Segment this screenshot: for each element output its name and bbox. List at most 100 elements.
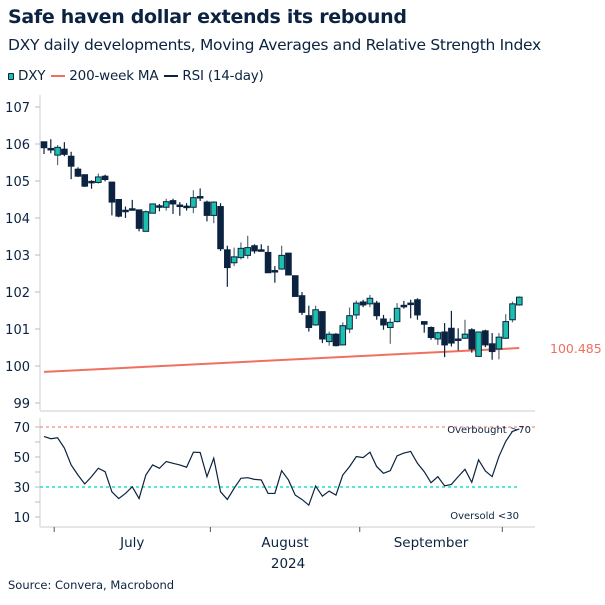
candle-bearish (359, 301, 367, 306)
candle-bearish (183, 205, 190, 209)
price-y-tick-label: 101 (5, 323, 30, 338)
candle-bearish (257, 249, 265, 252)
candle-bullish (244, 247, 251, 256)
candle-bullish (509, 303, 516, 321)
candle-bullish (346, 315, 353, 330)
price-y-tick-label: 100 (5, 360, 30, 375)
candle-bullish (325, 333, 333, 343)
candle-bearish (414, 299, 421, 316)
candle-bearish (128, 208, 136, 211)
candle-bullish (516, 296, 523, 306)
candle-bearish (217, 206, 224, 250)
x-month-label: July (119, 535, 144, 551)
source-note: Source: Convera, Macrobond (8, 578, 175, 592)
ma-value-label: 100.485 (550, 341, 602, 356)
candle-bearish (332, 333, 340, 347)
line-swatch-icon (51, 75, 66, 77)
candle-bullish (393, 307, 401, 323)
candle-bullish (461, 333, 469, 339)
candle-bearish (203, 201, 211, 216)
price-y-tick-label: 107 (5, 101, 30, 116)
candle-bearish (101, 175, 109, 181)
candle-bearish (271, 270, 279, 273)
candle-bullish (278, 254, 285, 270)
chart-title: Safe haven dollar extends its rebound (8, 6, 407, 28)
price-y-tick-label: 103 (5, 249, 30, 264)
candle-bearish (67, 155, 75, 167)
candle-bearish (74, 168, 82, 177)
candle-bullish (95, 176, 102, 183)
rsi-y-tick-label: 50 (13, 451, 30, 466)
price-y-tick-label: 99 (13, 397, 30, 412)
candle-bearish (81, 174, 89, 187)
candle-bearish (427, 327, 435, 339)
candle-bearish (196, 196, 204, 199)
candle-bullish (502, 321, 510, 339)
candle-bearish (488, 343, 496, 353)
candle-bearish (285, 252, 292, 276)
candle-bearish (224, 249, 231, 269)
candle-bullish (339, 325, 347, 346)
candle-bearish (115, 199, 122, 217)
candle-bearish (468, 329, 476, 350)
line-swatch-icon (164, 75, 179, 77)
candle-bearish (251, 245, 258, 252)
candle-bearish (420, 321, 428, 325)
rsi-y-tick-label: 70 (13, 421, 30, 436)
legend-item-rsi: RSI (14-day) (164, 68, 264, 84)
rsi-line (43, 428, 520, 507)
candle-bullish (353, 302, 360, 316)
x-year-label: 2024 (271, 556, 305, 572)
candle-bearish (135, 209, 143, 229)
candle-bullish (142, 211, 150, 232)
candle-bearish (373, 302, 381, 317)
candlestick-icon (8, 72, 14, 80)
candle-bearish (448, 327, 455, 344)
candle-bullish (162, 201, 170, 208)
ma-200w-line (43, 347, 520, 373)
candle-bearish (482, 330, 489, 346)
candle-bullish (386, 321, 394, 329)
legend-item-dxy: DXY (8, 68, 45, 84)
candle-bullish (312, 309, 319, 326)
oversold-label: Oversold <30 (450, 511, 519, 522)
candle-bullish (237, 247, 245, 259)
rsi-y-tick-label: 10 (13, 511, 30, 526)
chart-subtitle: DXY daily developments, Moving Averages … (8, 36, 541, 54)
price-y-tick-label: 102 (5, 286, 30, 301)
candle-bearish (264, 251, 272, 274)
candle-bearish (122, 209, 129, 213)
candle-bearish (298, 295, 306, 313)
candle-bullish (54, 146, 61, 156)
candle-bearish (454, 338, 462, 341)
price-y-tick-label: 106 (5, 138, 30, 153)
candle-bearish (108, 181, 116, 203)
candle-bearish (441, 331, 448, 346)
candle-bearish (407, 302, 414, 306)
candle-bearish (305, 315, 313, 329)
x-month-label: August (261, 535, 308, 551)
candle-bullish (190, 197, 197, 208)
legend-label: 200-week MA (69, 68, 159, 84)
candle-bullish (366, 297, 374, 305)
rsi-y-tick-label: 30 (13, 481, 30, 496)
candle-bearish (169, 200, 177, 205)
candle-bullish (434, 332, 442, 340)
price-y-tick-label: 105 (5, 175, 30, 190)
candle-bearish (400, 304, 408, 308)
legend-item-ma: 200-week MA (51, 68, 159, 84)
candle-bullish (495, 336, 503, 350)
candle-bearish (319, 311, 326, 340)
candle-bullish (230, 256, 238, 264)
legend-label: DXY (18, 68, 46, 84)
candle-bearish (61, 148, 68, 155)
candle-bearish (291, 275, 299, 297)
overbought-label: Overbought >70 (447, 425, 531, 436)
candle-bearish (47, 147, 55, 151)
price-y-tick-label: 104 (5, 212, 30, 227)
candle-bullish (475, 331, 482, 357)
candle-bearish (380, 318, 387, 326)
candle-bullish (149, 203, 156, 214)
legend-label: RSI (14-day) (182, 68, 264, 84)
